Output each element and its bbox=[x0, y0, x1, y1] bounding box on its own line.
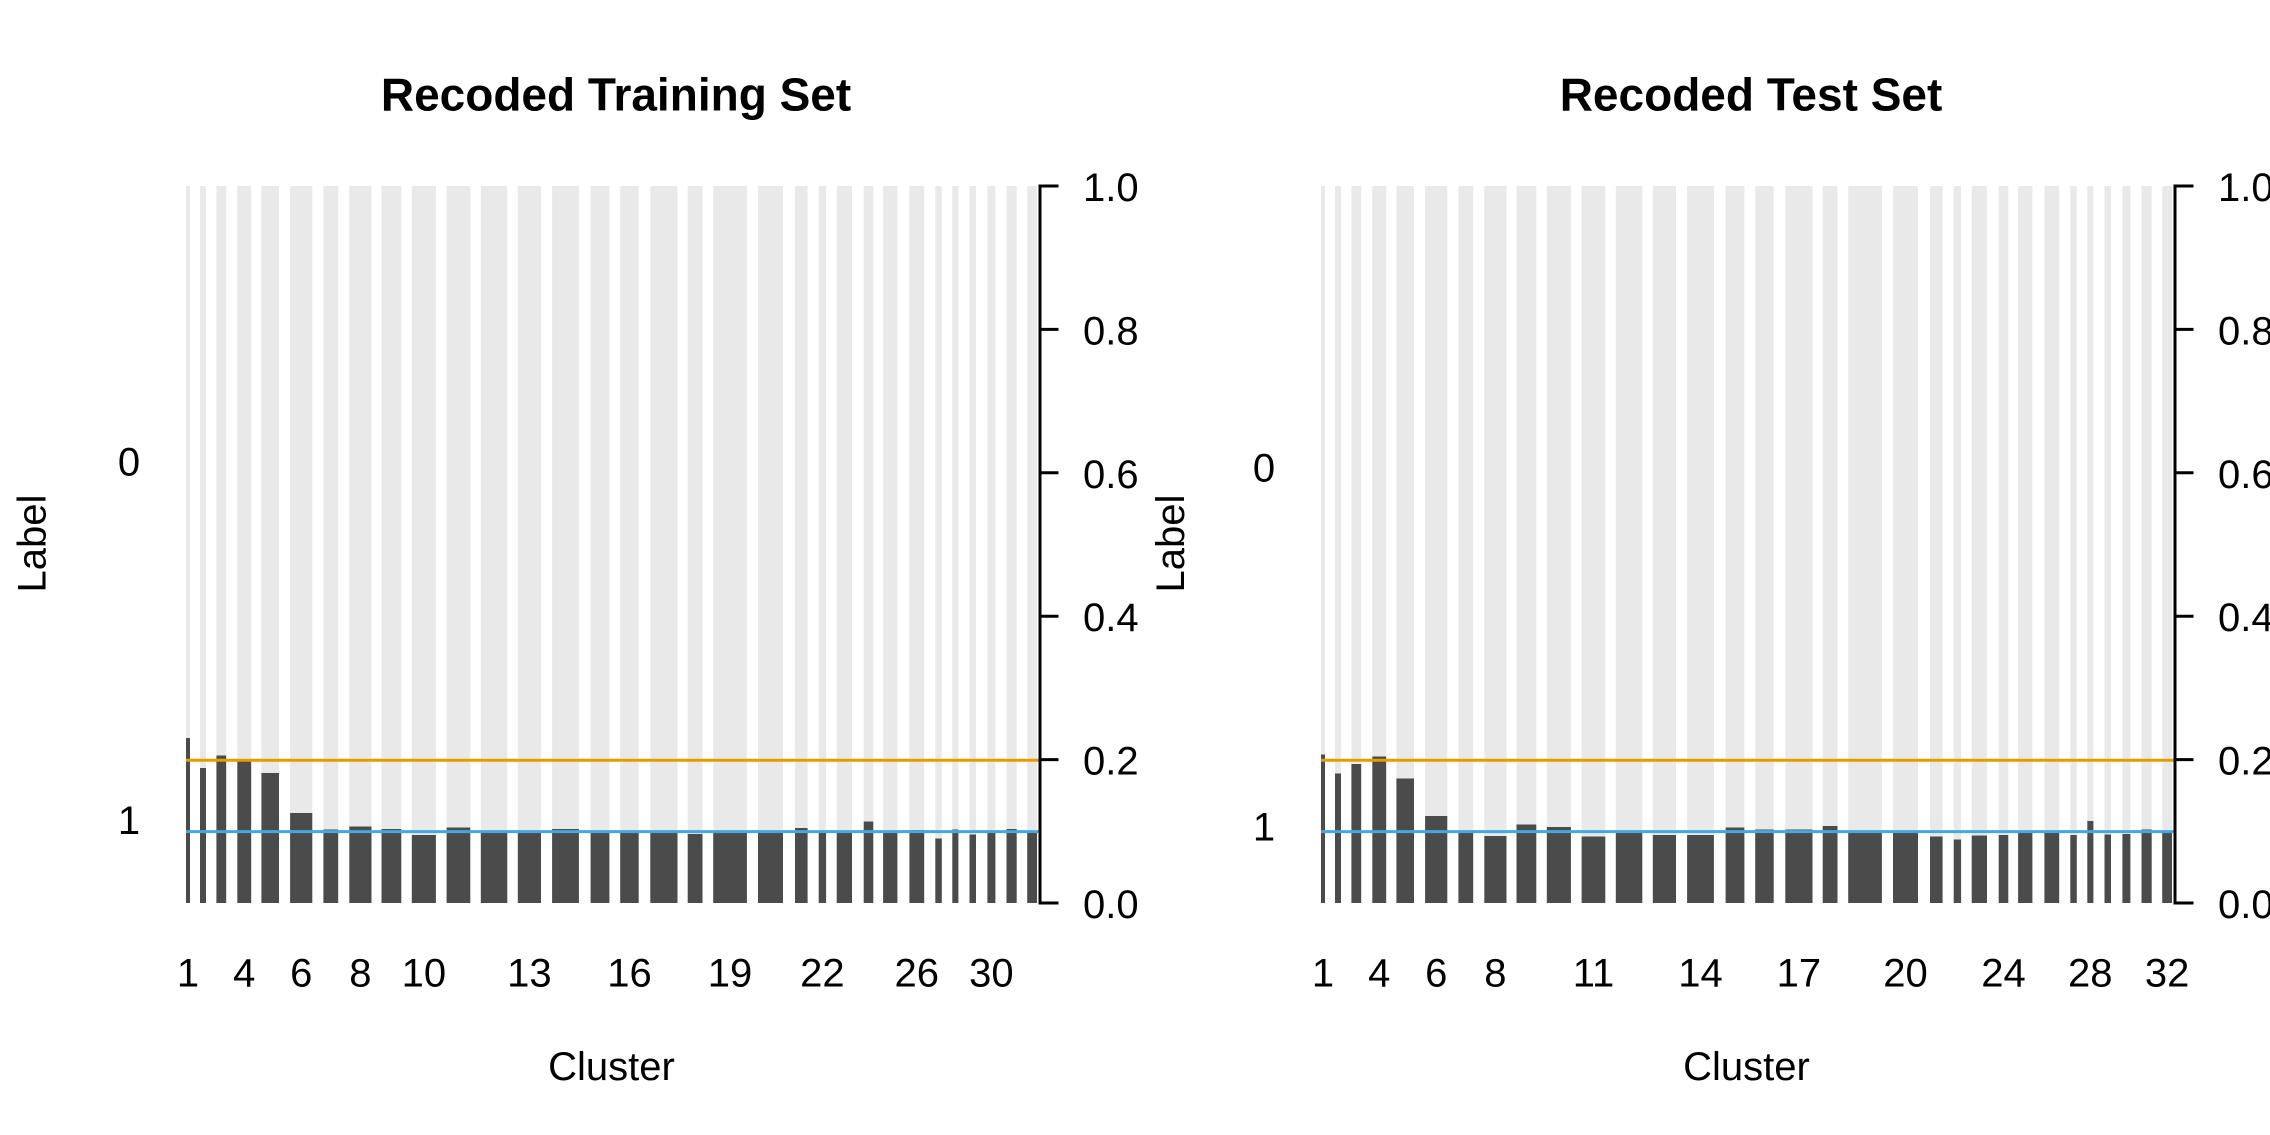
svg-text:14: 14 bbox=[1678, 952, 1723, 996]
svg-text:1: 1 bbox=[118, 799, 140, 843]
svg-text:16: 16 bbox=[607, 952, 652, 996]
svg-text:11: 11 bbox=[1573, 952, 1615, 996]
svg-text:0.2: 0.2 bbox=[1083, 740, 1139, 784]
svg-text:Recoded Test Set: Recoded Test Set bbox=[1560, 69, 1943, 121]
svg-text:1: 1 bbox=[1253, 806, 1275, 850]
svg-text:24: 24 bbox=[1981, 952, 2026, 996]
svg-text:1.0: 1.0 bbox=[1083, 166, 1139, 210]
svg-text:8: 8 bbox=[1484, 952, 1506, 996]
svg-text:26: 26 bbox=[895, 952, 940, 996]
svg-text:1: 1 bbox=[1312, 952, 1334, 996]
svg-text:6: 6 bbox=[1425, 952, 1447, 996]
svg-text:Label: Label bbox=[1149, 495, 1193, 593]
svg-text:8: 8 bbox=[349, 952, 371, 996]
svg-text:0.0: 0.0 bbox=[2218, 883, 2270, 927]
svg-text:4: 4 bbox=[1368, 952, 1390, 996]
svg-text:10: 10 bbox=[402, 952, 447, 996]
svg-text:0: 0 bbox=[118, 441, 140, 485]
svg-text:22: 22 bbox=[800, 952, 845, 996]
svg-text:0.2: 0.2 bbox=[2218, 740, 2270, 784]
svg-text:20: 20 bbox=[1883, 952, 1928, 996]
svg-text:0.4: 0.4 bbox=[1083, 596, 1139, 640]
svg-text:32: 32 bbox=[2145, 952, 2190, 996]
svg-text:Cluster: Cluster bbox=[1683, 1045, 1810, 1089]
svg-text:4: 4 bbox=[233, 952, 255, 996]
svg-text:Label: Label bbox=[11, 495, 55, 593]
svg-text:Cluster: Cluster bbox=[548, 1045, 675, 1089]
svg-text:1: 1 bbox=[177, 952, 199, 996]
svg-text:0.4: 0.4 bbox=[2218, 596, 2270, 640]
svg-text:0.0: 0.0 bbox=[1083, 883, 1139, 927]
svg-text:28: 28 bbox=[2068, 952, 2113, 996]
svg-text:6: 6 bbox=[290, 952, 312, 996]
svg-text:1.0: 1.0 bbox=[2218, 166, 2270, 210]
svg-text:0: 0 bbox=[1253, 447, 1275, 491]
svg-text:0.8: 0.8 bbox=[1083, 309, 1139, 353]
svg-text:0.6: 0.6 bbox=[2218, 453, 2270, 497]
svg-text:0.6: 0.6 bbox=[1083, 453, 1139, 497]
svg-text:19: 19 bbox=[708, 952, 753, 996]
svg-text:17: 17 bbox=[1777, 952, 1822, 996]
svg-text:Recoded Training Set: Recoded Training Set bbox=[381, 69, 851, 121]
svg-text:30: 30 bbox=[969, 952, 1014, 996]
svg-text:0.8: 0.8 bbox=[2218, 309, 2270, 353]
svg-text:13: 13 bbox=[507, 952, 552, 996]
